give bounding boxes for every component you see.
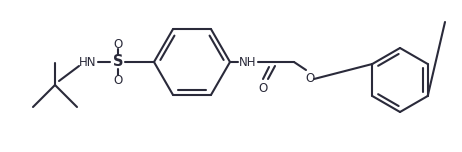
Text: O: O bbox=[258, 83, 267, 95]
Text: NH: NH bbox=[239, 55, 257, 69]
Text: O: O bbox=[305, 73, 315, 85]
Text: S: S bbox=[113, 55, 123, 69]
Text: HN: HN bbox=[79, 55, 97, 69]
Text: O: O bbox=[113, 74, 122, 86]
Text: O: O bbox=[113, 38, 122, 50]
